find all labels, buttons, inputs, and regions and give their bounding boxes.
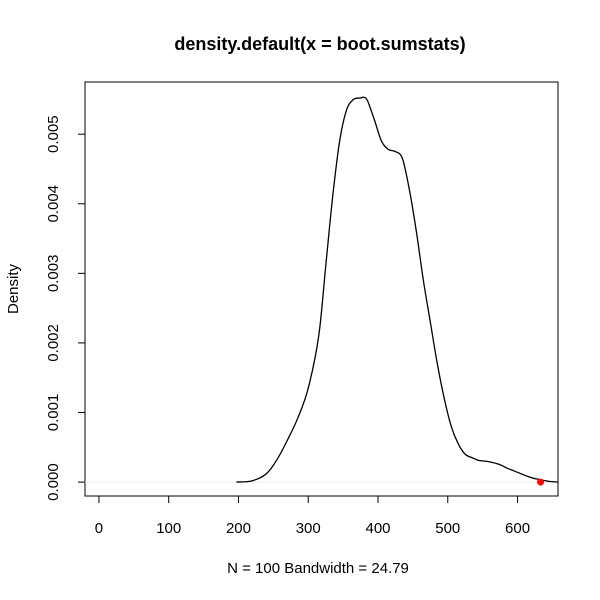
density-curve (236, 96, 559, 483)
y-tick-label: 0.002 (45, 324, 62, 362)
x-tick-label: 500 (435, 520, 460, 537)
y-tick-label: 0.001 (45, 394, 62, 432)
chart-title: density.default(x = boot.sumstats) (174, 34, 465, 54)
observed-value-point (537, 478, 545, 486)
y-tick-label: 0.004 (45, 185, 62, 223)
plot-frame (84, 81, 559, 497)
x-axis: 0 100 200 300 400 500 600 (95, 495, 530, 537)
y-axis-label: Density (5, 263, 22, 314)
x-tick-label: 100 (156, 520, 181, 537)
x-axis-label: N = 100 Bandwidth = 24.79 (227, 560, 409, 577)
y-axis: 0.000 0.001 0.002 0.003 0.004 0.005 (45, 115, 86, 501)
y-tick-label: 0.003 (45, 255, 62, 293)
x-tick-label: 200 (226, 520, 251, 537)
x-tick-label: 0 (95, 520, 103, 537)
y-tick-label: 0.005 (45, 115, 62, 153)
y-tick-label: 0.000 (45, 463, 62, 501)
x-tick-label: 400 (365, 520, 390, 537)
plot-area (85, 96, 559, 486)
x-tick-label: 300 (296, 520, 321, 537)
x-tick-label: 600 (505, 520, 530, 537)
